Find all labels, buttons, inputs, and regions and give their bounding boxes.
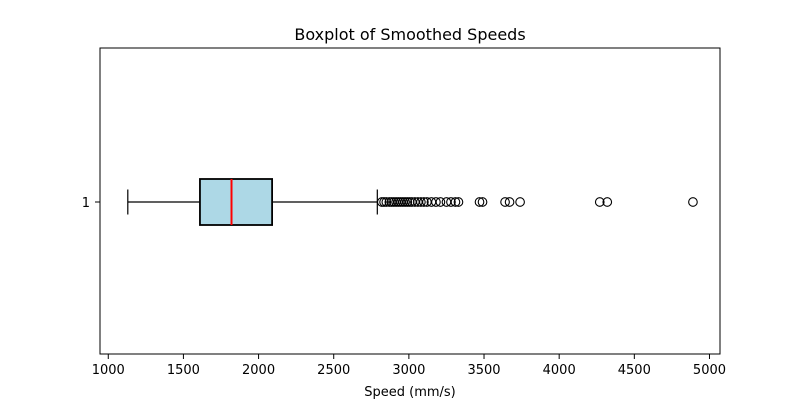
outlier-point [416, 197, 426, 207]
x-tick-label: 5000 [693, 363, 726, 378]
outlier-point [450, 197, 461, 207]
outlier-point [594, 197, 605, 207]
y-axis: 1 [82, 196, 100, 211]
x-tick-label: 3000 [392, 363, 425, 378]
outlier-point [379, 197, 389, 207]
iqr-box [199, 178, 273, 226]
outlier-point [376, 197, 387, 207]
outlier-point [500, 197, 510, 207]
x-tick-label: 4500 [618, 363, 651, 378]
x-tick-label: 1500 [167, 363, 200, 378]
outlier-point [431, 197, 441, 207]
outlier-point [446, 197, 456, 207]
outlier-point [515, 197, 525, 207]
x-axis: 1000 1500 2000 2500 3000 3500 4000 4500 5000 [92, 354, 726, 378]
x-axis-label: Speed (mm/s) [364, 385, 456, 400]
outlier-point [435, 197, 446, 207]
x-tick-label: 3500 [467, 363, 500, 378]
outlier-point [402, 197, 413, 207]
outlier-point [504, 197, 515, 207]
plot-area [99, 47, 721, 355]
x-tick-label: 1000 [92, 363, 125, 378]
outlier-point [400, 197, 410, 207]
x-tick-label: 2000 [242, 363, 275, 378]
outlier-point [688, 197, 698, 207]
outlier-point [453, 197, 464, 207]
outlier-point [474, 197, 485, 207]
y-tick-label: 1 [82, 196, 90, 211]
x-tick-label: 2500 [317, 363, 350, 378]
outlier-point [419, 197, 429, 207]
box-group [127, 178, 698, 226]
x-tick-label: 4000 [543, 363, 576, 378]
outlier-point [477, 197, 488, 207]
outlier-point [602, 197, 613, 207]
outlier-point [381, 197, 392, 207]
chart-title: Boxplot of Smoothed Speeds [294, 25, 525, 44]
